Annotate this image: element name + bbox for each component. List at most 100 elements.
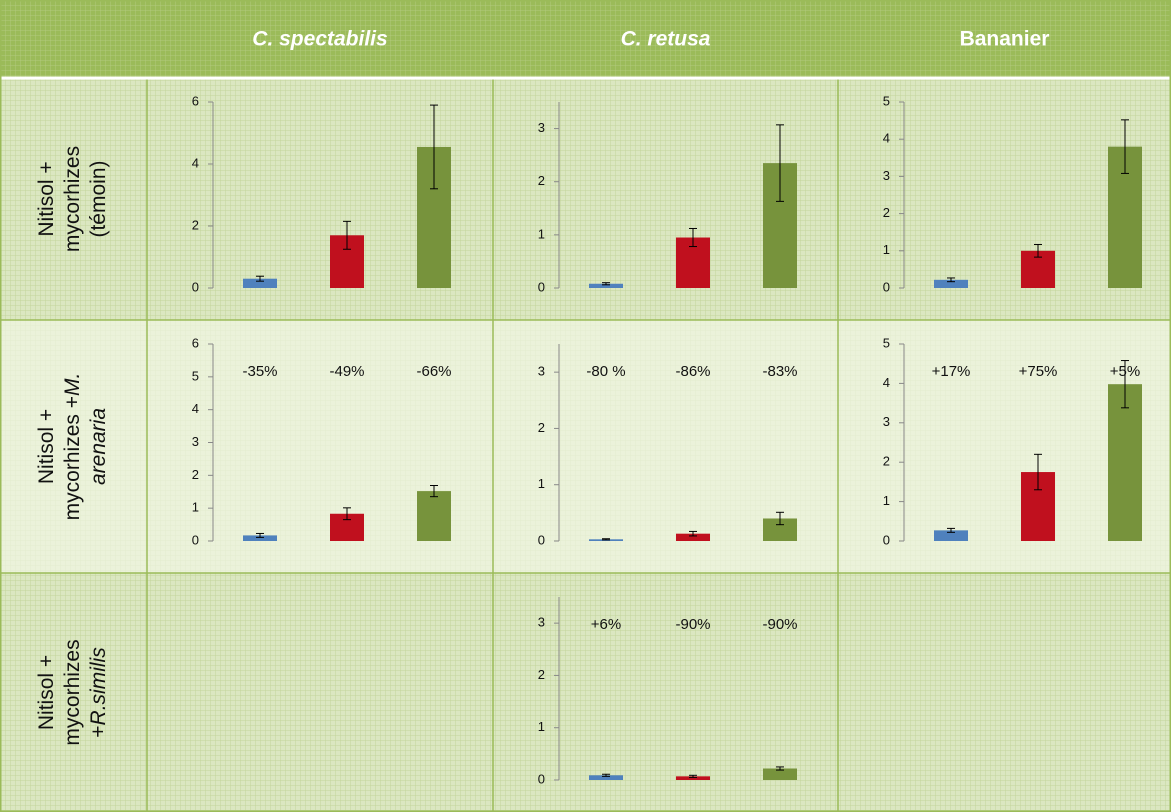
bar: [934, 279, 968, 288]
row-header-text: Nitisol +: [35, 655, 58, 730]
y-tick-label: 0: [538, 279, 545, 294]
column-header: C. retusa: [621, 28, 711, 51]
row-header-text: arenaria: [87, 408, 110, 485]
annotation: -86%: [675, 363, 710, 380]
row-header: Nitisol + mycorhizes +M.arenaria: [35, 373, 110, 521]
chart: 0 2 4 6: [192, 93, 451, 294]
error-bar: [256, 532, 264, 538]
error-bar: [343, 507, 351, 521]
error-bar: [947, 527, 955, 533]
y-tick-label: 0: [192, 279, 199, 294]
row-header-text: mycorhizes +: [61, 396, 84, 520]
row-header-text: M.: [61, 373, 84, 396]
y-tick-label: 0: [192, 532, 199, 547]
y-tick-label: 3: [883, 168, 890, 183]
row-header-line: mycorhizes: [61, 146, 84, 252]
row-header-line: arenaria: [87, 408, 110, 485]
bar: [763, 518, 797, 541]
error-bar: [430, 485, 438, 498]
y-tick-label: 1: [883, 493, 890, 508]
y-tick-label: 1: [883, 242, 890, 257]
error-bar: [1034, 243, 1042, 258]
annotation: +17%: [932, 363, 971, 380]
annotation: +5%: [1110, 363, 1140, 380]
row-bg: [0, 573, 1171, 812]
y-tick-label: 3: [538, 364, 545, 379]
y-tick-label: 2: [538, 420, 545, 435]
y-tick-label: 2: [192, 467, 199, 482]
y-tick-label: 4: [192, 401, 199, 416]
y-tick-label: 6: [192, 335, 199, 350]
chart: 0 1 2 3 +6% -90% -90%: [538, 597, 798, 786]
y-tick-label: 0: [883, 532, 890, 547]
y-tick-label: 0: [538, 771, 545, 786]
y-tick-label: 5: [883, 93, 890, 108]
error-bar: [689, 530, 697, 537]
y-tick-label: 2: [192, 217, 199, 232]
header-bg: [0, 0, 1171, 78]
error-bar: [776, 124, 784, 202]
row-header-text: +: [87, 725, 110, 737]
y-tick-label: 0: [538, 532, 545, 547]
bar: [589, 283, 623, 288]
y-tick-label: 2: [538, 667, 545, 682]
bar: [417, 491, 451, 541]
y-tick-label: 3: [883, 414, 890, 429]
y-tick-label: 4: [883, 131, 890, 146]
annotation: +6%: [591, 616, 621, 633]
chart: 0 1 2 3: [538, 102, 797, 294]
y-tick-label: 6: [192, 93, 199, 108]
y-tick-label: 0: [883, 279, 890, 294]
y-tick-label: 3: [538, 615, 545, 630]
error-bar: [947, 277, 955, 283]
chart: 0 1 2 3 4 5 +17% +75% +5%: [883, 335, 1142, 547]
annotation: -66%: [416, 363, 451, 380]
row-header-line: Nitisol +: [35, 655, 58, 730]
bar: [243, 278, 277, 288]
row-header: Nitisol + mycorhizes +R.similis: [35, 639, 110, 745]
y-tick-label: 2: [883, 205, 890, 220]
row-header-text: Nitisol +: [35, 161, 58, 236]
row-header-text: Nitisol +: [35, 409, 58, 484]
error-bar: [689, 227, 697, 248]
row-header: Nitisol + mycorhizes (témoin): [35, 146, 110, 252]
row-header-text: mycorhizes: [61, 146, 84, 252]
y-tick-label: 1: [538, 226, 545, 241]
error-bar: [689, 774, 697, 778]
y-tick-label: 5: [192, 368, 199, 383]
error-bar: [776, 511, 784, 526]
error-bar: [776, 766, 784, 771]
error-bar: [602, 538, 610, 541]
y-tick-label: 1: [192, 500, 199, 515]
bar: [676, 533, 710, 541]
bar: [243, 535, 277, 541]
error-bar: [1121, 360, 1129, 409]
row-header-line: mycorhizes +M.: [61, 373, 84, 521]
bar: [676, 776, 710, 780]
y-tick-label: 3: [538, 120, 545, 135]
error-bar: [1121, 119, 1129, 174]
annotation: -90%: [675, 616, 710, 633]
chart: 0 1 2 3 4 5 6 -35% -49% -66%: [192, 335, 452, 547]
error-bar: [430, 104, 438, 190]
y-tick-label: 4: [883, 375, 890, 390]
error-bar: [602, 282, 610, 286]
row-header-line: (témoin): [87, 160, 110, 237]
bar: [763, 768, 797, 780]
y-tick-label: 2: [883, 454, 890, 469]
row-header-line: Nitisol +: [35, 409, 58, 484]
y-tick-label: 4: [192, 155, 199, 170]
annotation: +75%: [1019, 363, 1058, 380]
chart: 0 1 2 3 -80 % -86% -83%: [538, 344, 798, 547]
y-tick-label: 1: [538, 476, 545, 491]
row-header-line: Nitisol +: [35, 161, 58, 236]
row-bg: [0, 320, 1171, 573]
row-header-line: mycorhizes: [61, 639, 84, 745]
y-tick-label: 3: [192, 434, 199, 449]
error-bar: [602, 773, 610, 777]
column-header: Bananier: [960, 28, 1050, 51]
bar: [589, 775, 623, 780]
annotation: -83%: [762, 363, 797, 380]
